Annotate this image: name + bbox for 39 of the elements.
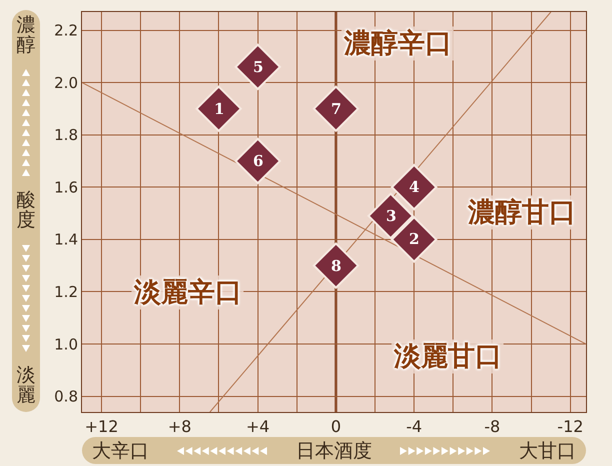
x-tick-label: +12	[84, 417, 118, 436]
point	[312, 86, 360, 132]
y-tick-label: 1.6	[54, 178, 78, 196]
x-tick-label: -4	[406, 417, 422, 436]
annotation: 5	[253, 58, 264, 76]
x-tick-label: +8	[168, 417, 192, 436]
y-tick-label: 1.0	[54, 335, 78, 354]
text: 淡麗	[16, 364, 36, 406]
x-tick-label: -8	[484, 417, 500, 436]
annotation: 濃醇甘口	[467, 197, 576, 228]
y-tick-label: 2.2	[54, 22, 78, 40]
annotation: 4	[409, 178, 420, 196]
y-tick-label: 1.8	[54, 126, 78, 144]
y-axis-title: 酸度	[16, 189, 36, 231]
point	[234, 44, 281, 90]
point	[312, 242, 360, 289]
y-tick-label: 2.0	[54, 74, 78, 92]
annotation: 3	[386, 207, 396, 225]
x-tick-label: 0	[330, 417, 342, 436]
y-tick-label: 1.4	[54, 230, 78, 249]
x-axis-title: 日本酒度	[296, 438, 372, 464]
text: 濃醇	[16, 14, 36, 56]
point	[196, 86, 242, 132]
point	[234, 138, 281, 184]
x-tick-label: +4	[246, 417, 270, 436]
text: 大甘口	[519, 438, 576, 464]
text: 大辛口	[92, 438, 149, 464]
annotation: 1	[214, 100, 224, 118]
y-tick-label: 0.8	[54, 388, 78, 406]
annotation: 7	[331, 100, 342, 118]
annotation: 淡麗辛口	[133, 277, 242, 308]
point	[390, 164, 438, 210]
y-tick-label: 1.2	[54, 282, 78, 301]
annotation: 濃醇辛口	[343, 28, 452, 59]
annotation: 6	[253, 152, 264, 170]
x-tick-label: -12	[557, 417, 584, 436]
annotation: 8	[331, 257, 342, 275]
annotation: 2	[409, 230, 420, 248]
annotation: 淡麗甘口	[393, 341, 502, 372]
